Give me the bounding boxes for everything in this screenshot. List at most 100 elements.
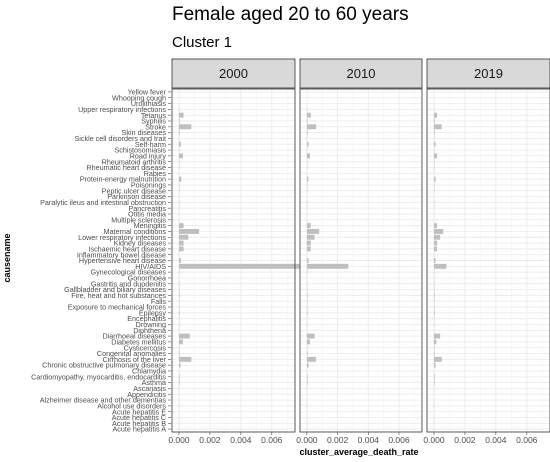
- x-tick-label: 0.004: [485, 435, 507, 445]
- x-tick-label: 0.004: [230, 435, 252, 445]
- bar: [433, 130, 435, 136]
- bar: [178, 112, 184, 118]
- y-tick-label: Otitis media: [128, 210, 166, 219]
- facet-panel-2010: 2010 0.000 0.002 0.004 0.006: [296, 58, 423, 445]
- bar: [306, 153, 310, 159]
- y-tick-label: Road injury: [130, 151, 167, 160]
- y-tick-label: Ischaemic heart disease: [88, 244, 166, 253]
- bar: [433, 112, 438, 118]
- bar: [306, 228, 320, 234]
- bar: [433, 362, 436, 368]
- bar: [306, 333, 315, 339]
- facet-strip: [299, 58, 423, 89]
- y-tick-label: Diabetes mellitus: [111, 337, 166, 346]
- bar: [178, 339, 183, 345]
- bar: [306, 141, 309, 147]
- bar: [306, 310, 308, 316]
- y-tick-label: Acute hepatitis E: [112, 407, 166, 416]
- y-tick-label: Epilepsy: [139, 308, 167, 317]
- y-tick-label: Rheumatoid arthritis: [102, 157, 167, 166]
- x-tick-label: 0.006: [261, 435, 283, 445]
- bar: [433, 118, 435, 124]
- panel-border: [171, 88, 296, 433]
- bar: [433, 263, 447, 269]
- y-tick-label: Cirrhosis of the liver: [102, 355, 166, 364]
- y-tick-label: Asthma: [142, 378, 166, 387]
- bar: [178, 240, 184, 246]
- bar: [178, 118, 180, 124]
- y-tick-label: Gonorrhoea: [128, 274, 166, 283]
- y-tick-label: Multiple sclerosis: [111, 215, 166, 224]
- bar: [306, 351, 308, 356]
- y-tick-label: Acute hepatitis C: [112, 413, 166, 422]
- bar: [306, 240, 311, 246]
- y-tick-label: Gallbladder and biliary diseases: [64, 285, 166, 294]
- y-tick-label: Fire, heat and hot substances: [71, 291, 166, 300]
- y-tick-label: Meningitis: [134, 221, 167, 230]
- x-axis-title: cluster_average_death_rate: [299, 447, 418, 457]
- bar: [433, 228, 444, 234]
- chart-subtitle: Cluster 1: [172, 34, 232, 51]
- bar: [433, 240, 438, 246]
- y-tick-label: Gastritis and duodenitis: [91, 279, 167, 288]
- y-tick-label: Schistosomiasis: [114, 146, 166, 155]
- bar: [306, 124, 317, 130]
- panel-border: [299, 88, 423, 433]
- bar: [433, 223, 438, 229]
- facet-panel-2019: 2019 0.000 0.002 0.004 0.006: [423, 58, 550, 445]
- facet-strip: [171, 58, 296, 89]
- x-tick-label: 0.000: [296, 435, 318, 445]
- y-tick-label: Lower respiratory infections: [78, 233, 166, 242]
- y-tick-label: Skin diseases: [122, 128, 167, 137]
- bar: [433, 339, 437, 345]
- panel-border: [426, 88, 550, 433]
- bar: [178, 356, 192, 362]
- x-tick-label: 0.002: [454, 435, 476, 445]
- y-tick-label: Poisonings: [131, 181, 167, 190]
- bar: [178, 141, 181, 147]
- bar: [306, 380, 308, 386]
- y-tick-label: Diphtheria: [133, 326, 166, 335]
- bar: [433, 234, 441, 240]
- bar: [306, 374, 308, 380]
- y-tick-label: Cysticercosis: [124, 343, 167, 352]
- bar: [306, 258, 309, 263]
- bar: [433, 176, 436, 182]
- bar: [306, 130, 308, 136]
- facet-strip-label: 2000: [219, 66, 248, 81]
- bar: [306, 118, 308, 124]
- y-tick-label: Yellow fever: [128, 88, 167, 97]
- y-tick-label: Acute hepatitis B: [112, 419, 166, 428]
- bar: [178, 374, 180, 380]
- y-axis-title: causename: [2, 233, 12, 282]
- bar: [306, 356, 317, 362]
- y-tick-label: Falls: [151, 297, 167, 306]
- y-tick-label: HIV/AIDS: [135, 262, 166, 271]
- bar: [306, 234, 315, 240]
- bar: [433, 258, 436, 263]
- bar: [433, 153, 438, 159]
- bar: [433, 246, 438, 252]
- y-tick-label: Drowning: [136, 320, 166, 329]
- y-tick-label: Rheumatic heart disease: [86, 163, 166, 172]
- bar: [433, 141, 436, 147]
- bar: [178, 333, 190, 339]
- bar: [178, 246, 184, 252]
- bar: [178, 176, 182, 182]
- y-tick-label: Pancreatitis: [128, 204, 166, 213]
- facet-panel-2000: 2000 0.000 0.002 0.004 0.006: [168, 58, 300, 445]
- bar: [178, 223, 184, 229]
- bar: [433, 292, 435, 298]
- bar: [178, 124, 192, 130]
- y-tick-label: Stroke: [145, 122, 166, 131]
- x-tick-label: 0.006: [388, 435, 410, 445]
- y-tick-label: Exposure to mechanical forces: [68, 303, 167, 312]
- bar: [306, 176, 309, 182]
- y-tick-label: Hypertensive heart disease: [79, 256, 166, 265]
- bar: [178, 351, 180, 356]
- bar: [178, 362, 181, 368]
- y-tick-label: Rabies: [144, 169, 167, 178]
- bar: [178, 292, 180, 298]
- bar: [306, 362, 309, 368]
- y-tick-label: Sickle cell disorders and trait: [75, 134, 166, 143]
